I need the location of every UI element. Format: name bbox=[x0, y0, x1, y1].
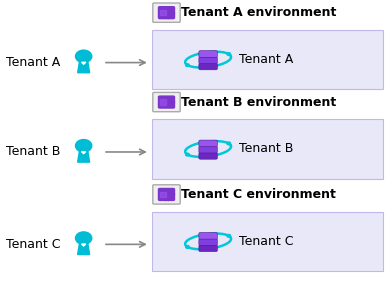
Circle shape bbox=[227, 142, 231, 145]
Polygon shape bbox=[81, 244, 86, 246]
Polygon shape bbox=[160, 192, 166, 197]
FancyBboxPatch shape bbox=[158, 95, 175, 109]
FancyBboxPatch shape bbox=[199, 146, 217, 153]
Polygon shape bbox=[78, 244, 89, 254]
Polygon shape bbox=[160, 10, 166, 15]
FancyBboxPatch shape bbox=[158, 188, 175, 201]
Circle shape bbox=[227, 53, 231, 55]
FancyBboxPatch shape bbox=[199, 57, 217, 63]
FancyBboxPatch shape bbox=[199, 140, 217, 147]
FancyBboxPatch shape bbox=[152, 119, 383, 179]
Text: Tenant C: Tenant C bbox=[239, 235, 294, 248]
Text: Tenant B: Tenant B bbox=[6, 145, 60, 159]
Circle shape bbox=[186, 246, 189, 248]
FancyBboxPatch shape bbox=[152, 30, 383, 89]
FancyBboxPatch shape bbox=[153, 3, 180, 22]
FancyBboxPatch shape bbox=[158, 6, 175, 19]
FancyBboxPatch shape bbox=[199, 63, 217, 70]
FancyBboxPatch shape bbox=[199, 239, 217, 245]
Text: Tenant B: Tenant B bbox=[239, 142, 294, 156]
FancyBboxPatch shape bbox=[199, 245, 217, 252]
Circle shape bbox=[75, 50, 92, 63]
FancyBboxPatch shape bbox=[153, 185, 180, 204]
Circle shape bbox=[186, 153, 189, 156]
Circle shape bbox=[186, 64, 189, 66]
Text: Tenant A: Tenant A bbox=[6, 56, 60, 69]
FancyBboxPatch shape bbox=[199, 51, 217, 57]
FancyBboxPatch shape bbox=[199, 153, 217, 159]
Circle shape bbox=[75, 232, 92, 244]
FancyBboxPatch shape bbox=[153, 92, 180, 112]
Polygon shape bbox=[160, 100, 166, 105]
Text: Tenant A: Tenant A bbox=[239, 53, 293, 66]
Polygon shape bbox=[78, 62, 89, 73]
FancyBboxPatch shape bbox=[199, 232, 217, 239]
Circle shape bbox=[75, 139, 92, 152]
Polygon shape bbox=[81, 152, 86, 154]
Polygon shape bbox=[81, 62, 86, 64]
Text: Tenant B environment: Tenant B environment bbox=[181, 96, 336, 108]
Text: Tenant C: Tenant C bbox=[6, 238, 60, 251]
Text: Tenant A environment: Tenant A environment bbox=[181, 6, 336, 19]
FancyBboxPatch shape bbox=[152, 212, 383, 271]
Polygon shape bbox=[78, 152, 89, 162]
Text: Tenant C environment: Tenant C environment bbox=[181, 188, 336, 201]
Circle shape bbox=[227, 235, 231, 237]
